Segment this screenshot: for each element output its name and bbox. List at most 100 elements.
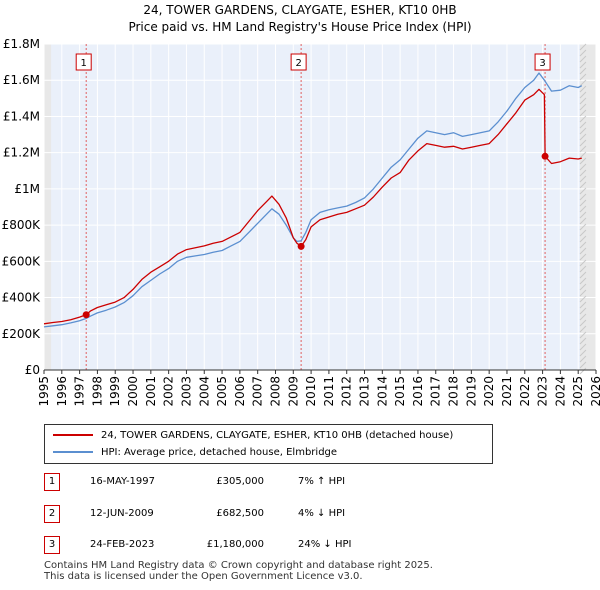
sale-badge-1: 1 [44, 473, 60, 491]
y-tick-label: £200K [2, 327, 42, 341]
hpi-line [43, 72, 583, 328]
hatch-mark [579, 121, 587, 129]
sale-badge-3: 3 [44, 536, 60, 554]
x-tick-label: 2011 [322, 376, 336, 407]
x-tick-label: 2013 [358, 376, 372, 407]
sale-point-2 [297, 242, 305, 250]
hatch-mark [579, 325, 587, 333]
y-tick-label: £400K [2, 291, 42, 305]
hatch-mark [579, 79, 587, 87]
y-tick-label: £1M [14, 182, 40, 196]
hatch-mark [579, 193, 587, 201]
hatch-mark [579, 331, 587, 339]
hatch-mark [579, 235, 587, 243]
hatch-mark [579, 91, 587, 99]
hatch-mark [579, 127, 587, 135]
hatch-mark [579, 133, 587, 141]
hatch-mark [579, 349, 587, 357]
hatch-mark [579, 343, 587, 351]
shaded-region-1 [44, 44, 52, 370]
sale-point-3 [541, 152, 549, 160]
hatch-mark [579, 223, 587, 231]
hatch-mark [579, 361, 587, 369]
y-tick-label: £1.2M [3, 146, 40, 160]
sale-date-2: 12-JUN-2009 [90, 508, 154, 519]
hatch-mark [579, 169, 587, 177]
footer-attribution: Contains HM Land Registry data © Crown c… [44, 560, 433, 582]
hatch-mark [579, 247, 587, 255]
hatch-mark [579, 265, 587, 273]
x-tick-label: 2008 [268, 376, 282, 407]
hatch-mark [579, 157, 587, 165]
x-tick-label: 1999 [108, 376, 122, 407]
x-tick-label: 2014 [375, 376, 389, 407]
sale-chart-badge-label-3: 3 [539, 58, 545, 69]
y-tick-label: £1.6M [3, 73, 40, 87]
hatch-mark [579, 229, 587, 237]
x-tick-label: 2003 [179, 376, 193, 407]
x-tick-label: 1998 [90, 376, 104, 407]
x-tick-label: 2004 [197, 376, 211, 407]
x-tick-label: 1995 [37, 376, 51, 407]
hatch-mark [579, 271, 587, 279]
x-tick-label: 2020 [482, 376, 496, 407]
hatch-mark [579, 181, 587, 189]
hatch-mark [579, 175, 587, 183]
hpi-line-swatch [53, 451, 93, 453]
footer-copyright: Contains HM Land Registry data © Crown c… [44, 560, 433, 571]
hatch-mark [579, 187, 587, 195]
x-tick-label: 2012 [340, 376, 354, 407]
x-tick-label: 2017 [429, 376, 443, 407]
hatch-mark [579, 253, 587, 261]
hatch-mark [579, 109, 587, 117]
y-tick-label: £1.4M [3, 109, 40, 123]
sale-point-1 [82, 311, 90, 319]
x-tick-label: 2001 [144, 376, 158, 407]
hatch-mark [579, 319, 587, 327]
hatch-mark [579, 43, 587, 51]
sale-hpi-2: 4% ↓ HPI [298, 508, 346, 519]
legend: 24, TOWER GARDENS, CLAYGATE, ESHER, KT10… [44, 424, 493, 464]
hatch-mark [579, 289, 587, 297]
hatch-mark [579, 49, 587, 57]
hatch-mark [579, 211, 587, 219]
x-tick-label: 2007 [251, 376, 265, 407]
y-tick-label: £800K [2, 218, 42, 232]
hatch-mark [579, 259, 587, 267]
x-tick-label: 1996 [55, 376, 69, 407]
legend-item-hpi: HPI: Average price, detached house, Elmb… [53, 445, 337, 461]
legend-hpi-label: HPI: Average price, detached house, Elmb… [101, 447, 338, 458]
hatch-mark [579, 241, 587, 249]
sale-chart-badge-label-2: 2 [295, 58, 301, 69]
x-tick-label: 2006 [233, 376, 247, 407]
sale-chart-badge-1 [75, 53, 92, 71]
hatch-mark [579, 313, 587, 321]
hatch-mark [579, 55, 587, 63]
x-tick-label: 2009 [286, 376, 300, 407]
property-price-line [43, 88, 582, 325]
x-tick-label: 2018 [447, 376, 461, 407]
hatch-mark [579, 73, 587, 81]
hatch-mark [579, 61, 587, 69]
hatch-mark [579, 115, 587, 123]
sale-price-1: £305,000 [216, 476, 264, 487]
sale-hpi-3: 24% ↓ HPI [298, 539, 352, 550]
footer-licence: This data is licensed under the Open Gov… [44, 571, 363, 582]
sale-date-3: 24-FEB-2023 [90, 539, 155, 550]
hatch-mark [579, 307, 587, 315]
hatch-mark [579, 67, 587, 75]
legend-property-label: 24, TOWER GARDENS, CLAYGATE, ESHER, KT10… [101, 430, 454, 441]
legend-item-property: 24, TOWER GARDENS, CLAYGATE, ESHER, KT10… [53, 428, 453, 444]
sale-badge-2: 2 [44, 505, 60, 523]
hatch-mark [579, 205, 587, 213]
chart-subtitle: Price paid vs. HM Land Registry's House … [128, 20, 471, 34]
price-chart: 24, TOWER GARDENS, CLAYGATE, ESHER, KT10… [2, 3, 600, 407]
hatch-mark [579, 139, 587, 147]
y-tick-label: £1.8M [3, 37, 40, 51]
y-tick-label: £600K [2, 254, 42, 268]
hatch-mark [579, 151, 587, 159]
x-tick-label: 2025 [571, 376, 585, 407]
x-tick-label: 2016 [411, 376, 425, 407]
x-tick-label: 1997 [73, 376, 87, 407]
chart-title: 24, TOWER GARDENS, CLAYGATE, ESHER, KT10… [143, 3, 456, 17]
